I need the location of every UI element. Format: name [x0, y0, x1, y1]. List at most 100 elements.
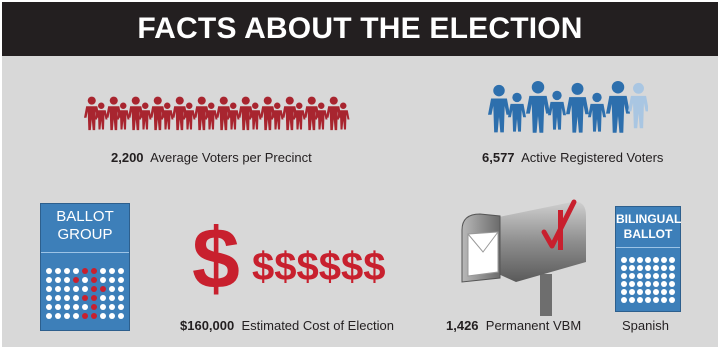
- ballot-dot: [118, 313, 124, 319]
- ballot-dot: [637, 281, 643, 287]
- person-icon: [216, 96, 232, 131]
- ballot-dot: [621, 289, 627, 295]
- ballot-group-card: BALLOT GROUP: [40, 203, 130, 331]
- ballot-dot: [629, 273, 635, 279]
- ballot-dot: [73, 277, 79, 283]
- ballot-dot: [629, 265, 635, 271]
- ballot-dot: [645, 281, 651, 287]
- person-icon: [282, 96, 298, 131]
- ballot-dot: [55, 304, 61, 310]
- bilingual-grid-icon: [616, 255, 680, 309]
- ballot-dot: [645, 265, 651, 271]
- registered-label: Active Registered Voters: [521, 150, 664, 165]
- cost-value: $160,000: [180, 318, 235, 333]
- vbm-value: 1,426: [446, 318, 479, 333]
- ballot-dot: [661, 289, 667, 295]
- ballot-dot: [653, 273, 659, 279]
- person-icon: [84, 96, 100, 131]
- language-label: Spanish: [622, 318, 669, 333]
- ballot-dot: [653, 257, 659, 263]
- money-icon: $ $$$$$$: [192, 218, 412, 296]
- ballot-dot: [46, 313, 52, 319]
- ballot-dot: [661, 257, 667, 263]
- ballot-dot: [82, 304, 88, 310]
- person-icon: [304, 96, 320, 131]
- ballot-dot: [621, 265, 627, 271]
- ballot-dot: [73, 268, 79, 274]
- person-icon: [508, 92, 526, 132]
- ballot-dot: [629, 289, 635, 295]
- person-icon: [238, 96, 254, 131]
- ballot-group-line1: BALLOT: [56, 208, 114, 225]
- person-icon: [117, 102, 130, 130]
- cost-fact: $160,000 Estimated Cost of Election: [180, 318, 394, 333]
- ballot-dot: [661, 297, 667, 303]
- ballot-dot: [109, 268, 115, 274]
- bilingual-line2: BALLOT: [623, 227, 673, 241]
- ballot-dot: [118, 304, 124, 310]
- ballot-dot: [629, 257, 635, 263]
- ballot-dot: [621, 273, 627, 279]
- ballot-dot: [82, 268, 88, 274]
- ballot-dot: [669, 273, 675, 279]
- ballot-dot: [91, 295, 97, 301]
- ballot-dot: [109, 295, 115, 301]
- person-icon: [161, 102, 174, 130]
- registered-value: 6,577: [482, 150, 515, 165]
- precinct-fact: 2,200 Average Voters per Precinct: [111, 150, 312, 165]
- person-icon: [337, 102, 350, 130]
- cost-label: Estimated Cost of Election: [241, 318, 394, 333]
- ballot-dot: [118, 295, 124, 301]
- ballot-dot: [645, 257, 651, 263]
- ballot-dot: [109, 304, 115, 310]
- person-icon: [249, 102, 262, 130]
- registered-fact: 6,577 Active Registered Voters: [482, 150, 663, 165]
- ballot-dot: [46, 268, 52, 274]
- ballot-dot: [55, 295, 61, 301]
- ballot-dot: [100, 286, 106, 292]
- blue-voters-icon: [488, 80, 648, 134]
- ballot-dot: [629, 281, 635, 287]
- ballot-dot: [118, 286, 124, 292]
- ballot-dot: [82, 277, 88, 283]
- person-icon: [566, 82, 589, 133]
- ballot-dot: [109, 277, 115, 283]
- ballot-dot: [64, 295, 70, 301]
- language-fact: Spanish: [622, 318, 669, 333]
- ballot-dot: [118, 268, 124, 274]
- ballot-dot: [55, 313, 61, 319]
- mailbox-icon: [454, 196, 594, 316]
- ballot-dot: [100, 295, 106, 301]
- person-icon: [628, 82, 648, 129]
- person-icon: [526, 80, 550, 133]
- page-title: FACTS ABOUT THE ELECTION: [137, 12, 583, 45]
- person-icon: [588, 92, 606, 132]
- ballot-dot: [46, 304, 52, 310]
- person-icon: [139, 102, 152, 130]
- ballot-dot: [82, 313, 88, 319]
- ballot-dot: [91, 313, 97, 319]
- ballot-dot: [109, 286, 115, 292]
- person-icon: [150, 96, 166, 131]
- precinct-value: 2,200: [111, 150, 144, 165]
- ballot-dot: [661, 265, 667, 271]
- ballot-dot: [653, 281, 659, 287]
- ballot-dot: [82, 286, 88, 292]
- ballot-dot: [621, 297, 627, 303]
- big-dollar-sign: $: [192, 218, 240, 296]
- ballot-dot: [73, 313, 79, 319]
- ballot-dot: [669, 257, 675, 263]
- person-icon: [293, 102, 306, 130]
- ballot-dot: [55, 277, 61, 283]
- ballot-dot: [100, 277, 106, 283]
- header-bar: FACTS ABOUT THE ELECTION: [2, 2, 718, 56]
- ballot-dot: [669, 297, 675, 303]
- person-icon: [315, 102, 328, 130]
- person-icon: [106, 96, 122, 131]
- person-icon: [548, 90, 566, 130]
- ballot-dot: [91, 286, 97, 292]
- ballot-dot: [91, 304, 97, 310]
- person-icon: [172, 96, 188, 131]
- ballot-dot: [637, 297, 643, 303]
- vbm-fact: 1,426 Permanent VBM: [446, 318, 581, 333]
